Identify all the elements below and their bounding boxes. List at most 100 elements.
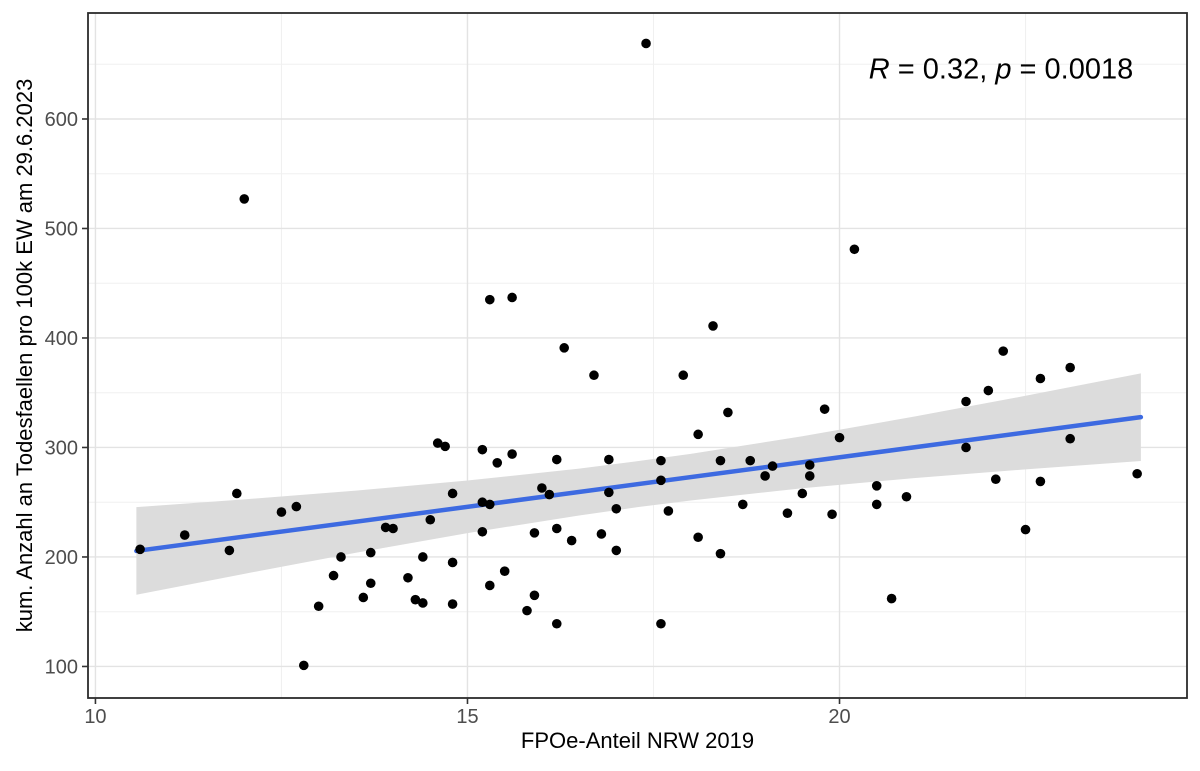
data-point: [410, 594, 421, 605]
trend-line: [134, 414, 1144, 554]
annotation-stat-symbol: p: [994, 53, 1011, 85]
data-point: [983, 385, 994, 396]
data-point: [1020, 524, 1031, 535]
annotation-text-part: = 0.0018: [1011, 53, 1133, 85]
data-point: [737, 499, 748, 510]
data-point: [804, 460, 815, 470]
data-point: [715, 548, 726, 559]
data-point: [447, 599, 458, 609]
data-point: [1035, 373, 1046, 384]
data-point: [1065, 362, 1075, 373]
data-point: [886, 593, 897, 604]
data-point: [380, 522, 391, 533]
data-point: [529, 528, 540, 538]
panel-background: [88, 13, 1187, 698]
data-point: [1065, 433, 1075, 444]
data-point: [693, 532, 703, 543]
data-point: [990, 474, 1001, 485]
panel-border: [87, 12, 1188, 699]
data-point: [998, 346, 1009, 356]
data-point: [507, 292, 517, 303]
x-tick-label: 15: [456, 706, 478, 728]
y-tick-label: 300: [45, 437, 78, 459]
data-point: [388, 523, 398, 534]
data-point: [537, 483, 547, 493]
data-point: [551, 523, 562, 534]
data-point: [871, 499, 882, 510]
data-point: [507, 449, 517, 459]
data-point: [596, 529, 607, 539]
data-point: [499, 566, 510, 577]
data-point: [715, 455, 726, 466]
data-point: [432, 438, 443, 448]
y-tick-label: 100: [45, 656, 78, 678]
data-point: [485, 499, 495, 510]
data-point: [485, 294, 495, 305]
data-point: [551, 618, 562, 629]
data-point: [961, 442, 971, 453]
data-point: [477, 526, 488, 537]
data-point: [1035, 476, 1046, 487]
data-point: [403, 572, 413, 583]
data-point: [804, 471, 815, 481]
data-point: [477, 497, 488, 508]
data-point: [566, 535, 577, 546]
data-point: [961, 396, 971, 407]
data-point: [871, 480, 882, 491]
data-point: [559, 343, 570, 353]
y-tick-label: 400: [45, 328, 78, 350]
data-point: [611, 545, 622, 556]
data-point: [418, 552, 428, 562]
data-point: [440, 441, 450, 452]
data-point: [492, 458, 503, 468]
data-point: [447, 557, 458, 568]
data-point: [485, 580, 495, 591]
data-point: [276, 507, 287, 517]
data-point: [656, 618, 666, 629]
y-tick-label: 200: [45, 547, 78, 569]
data-point: [522, 605, 532, 616]
data-point: [611, 503, 622, 514]
data-point: [529, 590, 540, 601]
data-point: [239, 194, 250, 204]
data-point: [425, 514, 436, 525]
data-point: [604, 487, 614, 498]
data-point: [745, 455, 756, 466]
data-point: [544, 489, 555, 500]
data-point: [827, 509, 837, 520]
data-point: [365, 547, 376, 558]
annotation-stat-symbol: R: [869, 53, 890, 85]
data-point: [782, 508, 793, 518]
data-point: [224, 545, 235, 556]
data-point: [819, 404, 830, 414]
y-tick-label: 600: [45, 109, 78, 131]
data-point: [678, 370, 689, 381]
data-point: [693, 429, 703, 440]
data-point: [589, 370, 599, 381]
y-axis-title: kum. Anzahl an Todesfaellen pro 100k EW …: [12, 79, 37, 633]
data-point: [298, 660, 309, 671]
data-point: [313, 601, 324, 612]
data-point: [358, 592, 369, 603]
data-point: [291, 501, 302, 512]
data-point: [135, 544, 145, 555]
x-tick-label: 10: [84, 706, 106, 728]
x-axis-title: FPOe-Anteil NRW 2019: [521, 728, 754, 753]
y-tick-label: 500: [45, 218, 78, 240]
x-tick-label: 20: [828, 706, 850, 728]
data-point: [328, 570, 339, 581]
data-point: [834, 432, 845, 443]
data-point: [708, 321, 718, 331]
data-point: [901, 491, 912, 502]
data-point: [656, 455, 666, 466]
data-point: [641, 38, 651, 49]
data-point: [232, 488, 242, 499]
data-point: [551, 454, 562, 465]
correlation-annotation: R = 0.32, p = 0.0018: [869, 53, 1133, 85]
data-point: [656, 475, 666, 486]
data-point: [336, 552, 346, 562]
data-point: [1132, 468, 1142, 479]
data-point: [604, 454, 614, 465]
